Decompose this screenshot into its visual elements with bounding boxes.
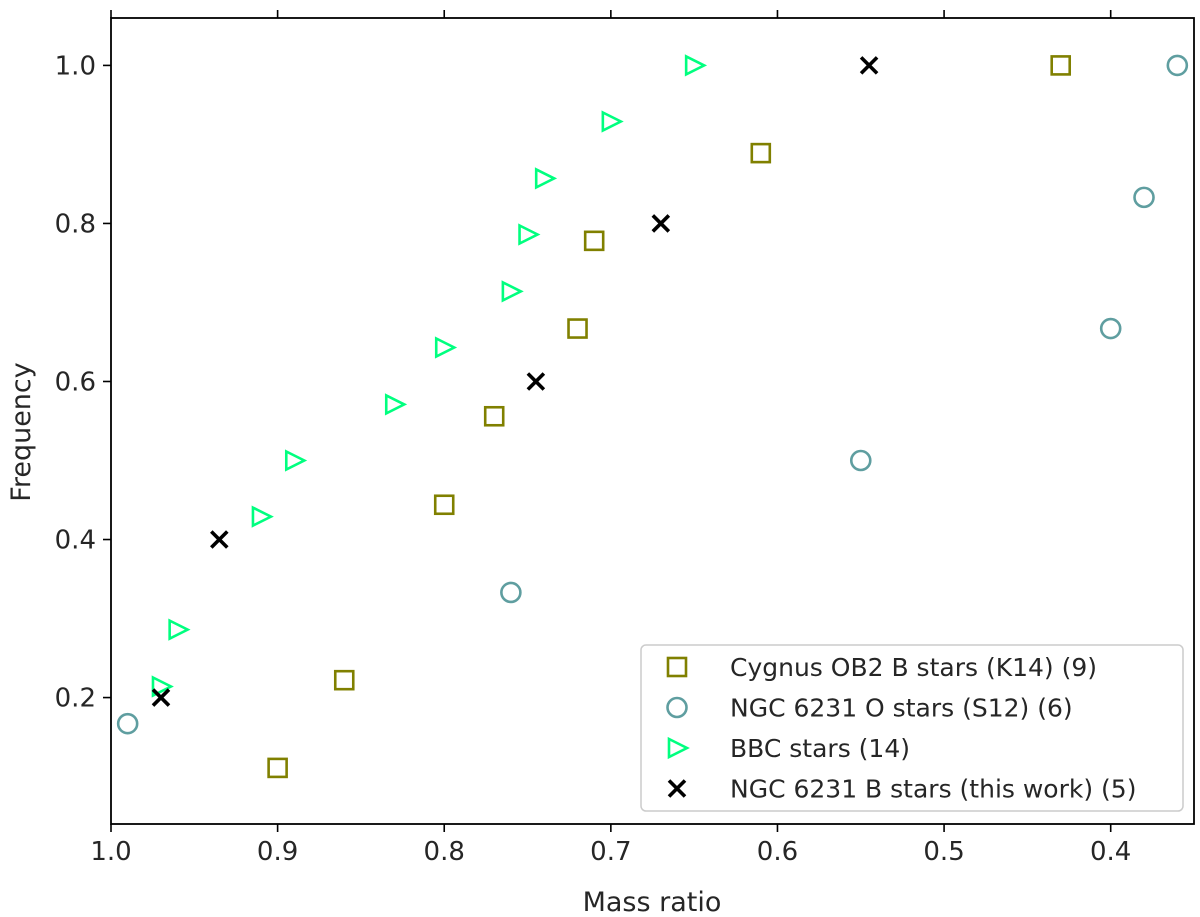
legend-label: Cygnus OB2 B stars (K14) (9) [730,653,1097,682]
legend-label: NGC 6231 B stars (this work) (5) [730,775,1136,804]
y-tick-label: 1.0 [55,51,96,81]
bbc-point [168,618,191,641]
cygnus-ob2-point [583,230,605,252]
cygnus-ob2-point [750,142,772,164]
legend-marker [667,736,690,760]
x-tick-label: 0.6 [757,837,798,867]
bbc-point [284,449,308,472]
legend: Cygnus OB2 B stars (K14) (9) NGC 6231 O s… [640,644,1184,812]
y-axis-label: Frequency [6,362,37,502]
ngc6231-o-point [849,449,872,472]
x-tick-label: 0.5 [923,837,964,867]
x-tick-label: 0.4 [1090,837,1131,867]
y-tick-label: 0.6 [55,367,96,397]
ngc6231-o-point [1099,317,1122,340]
cygnus-ob2-point [1050,55,1072,76]
bbc-point [384,393,408,416]
y-tick-label: 0.8 [55,209,96,239]
bbc-point [501,280,524,303]
ngc6231-o-point [1133,186,1155,209]
bbc-point [534,167,558,190]
cygnus-ob2-point [567,318,588,339]
legend-marker [666,696,688,719]
x-tick-label: 0.9 [257,837,298,867]
x-tick-label: 1.0 [90,837,131,867]
series-3 [151,56,879,707]
plot-frame [110,17,1195,825]
cygnus-ob2-point [333,669,355,691]
bbc-point [601,110,624,133]
ngc6231-b-point [151,688,171,707]
bbc-point [684,54,708,77]
ngc6231-o-point [1166,54,1189,77]
bbc-point [151,675,174,698]
ngc6231-o-point [500,581,522,604]
x-tick-label: 0.8 [424,837,465,867]
cygnus-ob2-point [483,405,505,427]
legend-label: NGC 6231 O stars (S12) (6) [730,694,1073,723]
cygnus-ob2-point [433,494,455,516]
x-axis-label: Mass ratio [583,887,722,917]
ngc6231-b-point [651,214,671,233]
legend-marker [667,779,687,798]
y-tick-label: 0.2 [55,684,96,714]
legend-label: BBC stars (14) [730,734,910,763]
series-1 [116,54,1189,735]
ngc6231-b-point [859,56,879,75]
ngc6231-o-point [116,712,139,735]
ngc6231-b-point [210,530,229,549]
bbc-point [518,223,541,246]
axes: 1.0 0.9 0.8 0.7 0.6 0.5 0.4 0.2 0.4 0.6 0.8 1.0 [55,10,1131,867]
cygnus-ob2-point [267,757,288,779]
data-marks [116,54,1189,779]
series-2 [151,54,708,698]
x-tick-label: 0.7 [590,837,631,867]
series-0 [267,55,1072,779]
bbc-point [434,336,458,359]
legend-marker [666,656,688,678]
legend-frame [640,644,1184,812]
ngc6231-b-point [526,372,546,391]
bbc-point [251,505,274,528]
y-tick-label: 0.4 [55,526,96,556]
